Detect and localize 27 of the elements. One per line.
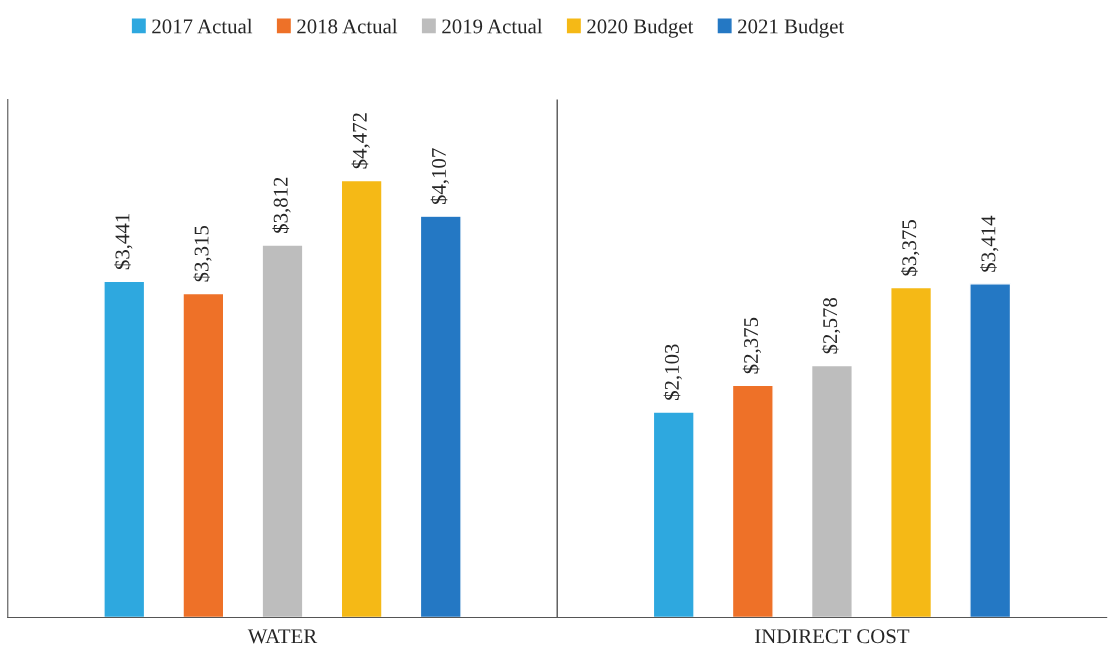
data-label: $4,107	[430, 148, 449, 205]
bar	[890, 286, 933, 618]
legend-label: 2021 Budget	[738, 18, 845, 38]
legend-label: 2017 Actual	[152, 18, 253, 34]
legend-label: 2019 Actual	[442, 18, 543, 34]
legend-label: 2018 Actual	[297, 18, 398, 34]
x-tick-label: WATER	[247, 629, 318, 644]
data-label: $2,375	[742, 317, 762, 374]
bar	[810, 364, 853, 618]
data-label: $3,414	[980, 215, 999, 272]
data-label: $3,315	[193, 225, 212, 282]
x-tick-label: INDIRECT COST	[755, 629, 910, 644]
bar	[731, 384, 774, 618]
bar	[340, 179, 383, 618]
data-label: $3,441	[114, 214, 133, 270]
bar	[182, 292, 225, 618]
bar	[652, 411, 695, 618]
bar	[103, 280, 146, 618]
bar	[261, 244, 304, 618]
bar	[969, 283, 1012, 618]
data-label: $2,103	[663, 344, 682, 400]
data-label: $2,578	[821, 297, 841, 354]
bar	[419, 215, 462, 618]
legend-label: 2020 Budget	[587, 18, 694, 38]
data-label: $4,472	[351, 113, 370, 169]
data-label: $3,812	[272, 177, 291, 233]
data-label: $3,375	[900, 220, 920, 276]
